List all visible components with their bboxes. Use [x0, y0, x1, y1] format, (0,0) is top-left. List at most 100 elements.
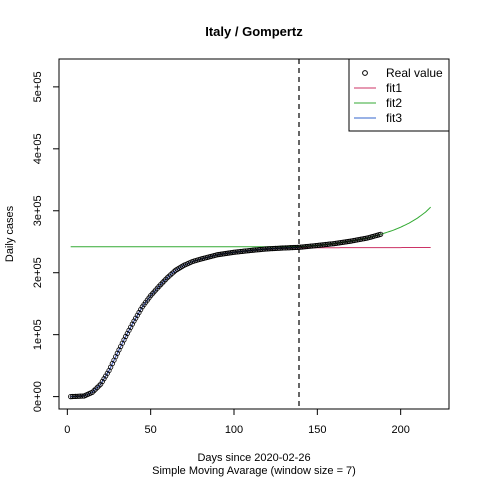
real-value-point — [328, 241, 334, 247]
real-value-point — [159, 280, 165, 286]
real-value-point — [134, 312, 140, 318]
legend-marker — [362, 70, 368, 76]
real-value-point — [311, 243, 317, 249]
real-value-point — [326, 241, 332, 247]
real-value-point — [284, 245, 290, 251]
y-tick-label: 3e+05 — [32, 195, 44, 226]
y-tick-label: 2e+05 — [32, 257, 44, 288]
real-value-point — [281, 245, 287, 251]
real-value-point — [69, 393, 75, 400]
real-value-point — [73, 393, 79, 399]
real-value-point — [164, 275, 170, 281]
real-value-point — [254, 247, 260, 253]
real-value-point — [156, 283, 162, 289]
axes: 0 50 100 150 200 0e+00 1e+05 2e+05 3e+05 4e+05 5e+… — [32, 58, 450, 436]
real-value-point — [161, 278, 167, 284]
real-value-point — [241, 248, 247, 254]
real-value-point — [274, 245, 280, 251]
real-value-point — [89, 389, 95, 395]
real-value-point — [103, 373, 109, 379]
real-value-point — [304, 243, 310, 250]
y-tick-label: 0e+00 — [32, 381, 44, 412]
real-value-point — [94, 384, 100, 391]
real-value-point — [308, 243, 314, 249]
x-tick-label: 50 — [145, 424, 157, 436]
real-value-point — [259, 246, 265, 252]
real-value-point — [96, 383, 102, 389]
real-value-point — [263, 246, 269, 252]
real-value-point — [238, 248, 244, 255]
real-value-point — [239, 248, 245, 254]
real-value-point — [138, 307, 144, 313]
real-value-point — [286, 245, 292, 251]
real-value-point — [166, 273, 172, 279]
series-line-fit1 — [70, 247, 431, 398]
y-tick-label: 1e+05 — [32, 319, 44, 350]
real-value-point — [268, 246, 274, 252]
real-value-point — [283, 245, 289, 251]
real-value-point — [303, 244, 309, 250]
real-value-point — [329, 241, 335, 247]
real-value-point — [244, 248, 250, 254]
series-line-fit2 — [70, 206, 432, 248]
real-value-point — [79, 393, 85, 399]
real-value-point — [313, 243, 319, 249]
x-tick-label: 200 — [391, 424, 409, 436]
real-value-point — [236, 249, 242, 255]
real-value-point — [318, 242, 324, 248]
y-tick-label: 4e+05 — [32, 133, 44, 164]
real-value-point — [316, 242, 322, 248]
real-value-point — [104, 370, 110, 376]
real-value-point — [68, 394, 74, 400]
real-value-point — [269, 245, 275, 252]
real-value-point — [271, 245, 277, 252]
real-value-point — [74, 393, 80, 399]
real-value-point — [273, 245, 279, 251]
real-value-point — [163, 276, 169, 283]
real-value-point — [266, 246, 272, 252]
y-axis-label: Daily cases — [4, 205, 16, 262]
legend-label: Real value — [386, 66, 443, 80]
real-value-point — [98, 381, 104, 387]
x-tick-label: 100 — [225, 424, 243, 436]
real-value-point — [294, 244, 300, 250]
legend-label: fit3 — [386, 111, 402, 125]
plot-box — [58, 58, 450, 410]
real-value-point — [99, 378, 105, 385]
real-value-point — [243, 248, 249, 254]
legend-label: fit2 — [386, 96, 402, 110]
real-value-point — [324, 241, 330, 247]
x-tick-label: 150 — [308, 424, 326, 436]
x-axis-sublabel: Simple Moving Avarage (window size = 7) — [152, 465, 356, 477]
legend-label: fit1 — [386, 81, 402, 95]
plot-area — [68, 59, 432, 409]
real-value-point — [78, 393, 84, 399]
real-value-point — [133, 315, 139, 321]
real-value-point — [249, 247, 255, 253]
real-value-point — [234, 249, 240, 255]
real-value-point — [256, 247, 262, 253]
real-value-point — [71, 393, 77, 400]
real-value-point — [378, 231, 384, 237]
real-value-point — [169, 270, 175, 276]
real-value-point — [101, 376, 107, 382]
real-value-point — [171, 269, 177, 275]
real-value-point — [168, 272, 174, 278]
real-value-point — [301, 244, 307, 250]
real-value-point — [93, 386, 99, 392]
real-value-point — [306, 243, 312, 249]
y-tick-label: 5e+05 — [32, 71, 44, 102]
real-value-point — [314, 242, 320, 249]
real-value-point — [298, 244, 304, 250]
real-value-point — [278, 245, 284, 251]
real-value-point — [233, 249, 239, 255]
real-value-point — [136, 309, 142, 316]
x-axis-label: Days since 2020-02-26 — [197, 452, 310, 464]
real-value-point — [76, 393, 82, 399]
real-value-point — [258, 246, 264, 253]
real-value-point — [91, 388, 97, 394]
real-value-point — [264, 246, 270, 252]
real-value-point — [131, 318, 137, 324]
